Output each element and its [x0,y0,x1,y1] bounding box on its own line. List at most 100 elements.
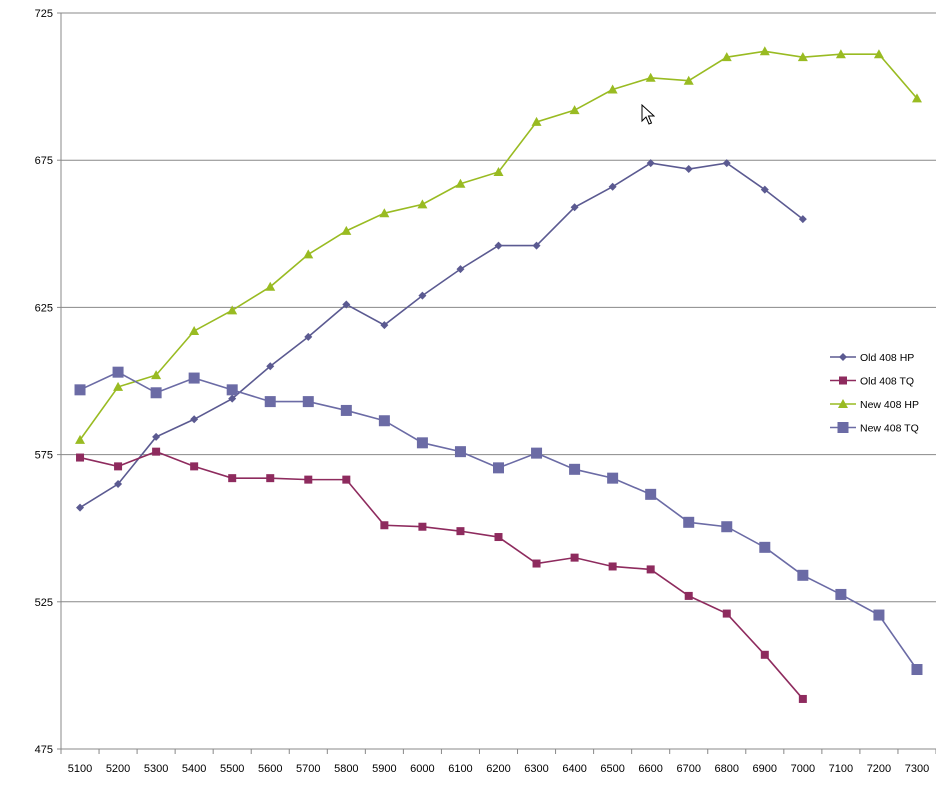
data-point [150,387,162,399]
data-point [264,396,276,408]
legend-label: Old 408 TQ [860,376,914,388]
data-point [152,447,161,456]
data-point [342,475,351,484]
data-point [760,185,769,194]
data-point [873,49,884,59]
data-point [759,46,770,56]
data-point [380,521,389,530]
x-tick-label: 7000 [791,763,815,775]
data-point [341,225,352,235]
x-tick-label: 6400 [562,763,586,775]
x-tick-label: 5600 [258,763,282,775]
data-point [645,72,656,82]
data-point [721,52,732,62]
y-tick-label: 575 [35,450,53,462]
y-axis-ticks: 475 525 575 625 675 725 [35,8,61,756]
data-point [190,462,199,471]
data-point [684,591,693,600]
x-tick-label: 6600 [638,763,662,775]
data-point [190,415,199,424]
data-point [378,415,390,427]
data-point [531,116,542,126]
data-point [152,432,161,441]
series-line [79,450,804,700]
data-point [456,265,465,274]
data-point [76,503,85,512]
data-point [228,474,237,483]
data-point [454,446,466,458]
data-point [418,522,427,531]
axes [60,13,936,750]
series-1 [76,447,807,703]
data-point [76,453,85,462]
data-point [722,159,731,168]
data-point [759,541,771,553]
legend-marker [838,399,848,408]
data-point [684,165,693,174]
x-tick-label: 5500 [220,763,244,775]
data-point [835,588,847,600]
data-point [455,178,466,188]
x-tick-label: 6900 [753,763,777,775]
data-point [303,249,314,259]
data-point [646,159,655,168]
data-point [645,488,657,500]
data-point [532,241,541,250]
data-point [113,381,124,391]
data-point [418,291,427,300]
series-3 [74,366,923,676]
data-point [226,384,238,396]
data-point [112,366,124,378]
y-tick-label: 475 [35,744,53,756]
data-point [494,241,503,250]
data-point [608,562,617,571]
legend-label: New 408 TQ [860,423,919,435]
data-point [75,434,86,444]
data-point [188,372,200,384]
y-tick-label: 675 [35,155,53,167]
data-point [494,533,503,542]
data-point [340,404,352,416]
y-tick-label: 725 [35,8,53,20]
data-point [493,462,504,474]
data-point [721,521,733,533]
data-point [911,664,923,676]
legend-entry: Old 408 TQ [830,376,914,388]
data-point [228,394,237,403]
series-layer [74,46,923,703]
data-point [302,396,314,408]
data-point [798,215,807,224]
data-point [911,93,922,103]
data-point [416,437,428,449]
series-line [79,162,804,509]
x-tick-label: 7200 [867,763,891,775]
data-point [797,52,808,62]
legend-marker [839,376,847,385]
data-point [607,84,618,94]
data-point [532,559,541,568]
data-point [380,321,389,330]
x-tick-label: 5400 [182,763,206,775]
data-point [569,463,581,475]
series-line [79,371,918,670]
data-point [873,609,885,621]
data-point [683,516,695,528]
x-tick-label: 5700 [296,763,320,775]
x-tick-label: 5300 [144,763,168,775]
data-point [266,362,275,371]
legend-label: Old 408 HP [860,352,914,364]
data-point [760,650,769,659]
data-point [531,447,543,459]
y-tick-label: 525 [35,597,53,609]
data-point [304,332,313,341]
series-0 [76,159,807,512]
data-point [265,281,276,291]
data-point [227,305,238,315]
data-point [266,474,275,483]
legend-marker [837,422,849,433]
y-tick-label: 625 [35,302,53,314]
legend-label: New 408 HP [860,399,919,411]
x-tick-label: 5900 [372,763,396,775]
data-point [379,208,390,218]
